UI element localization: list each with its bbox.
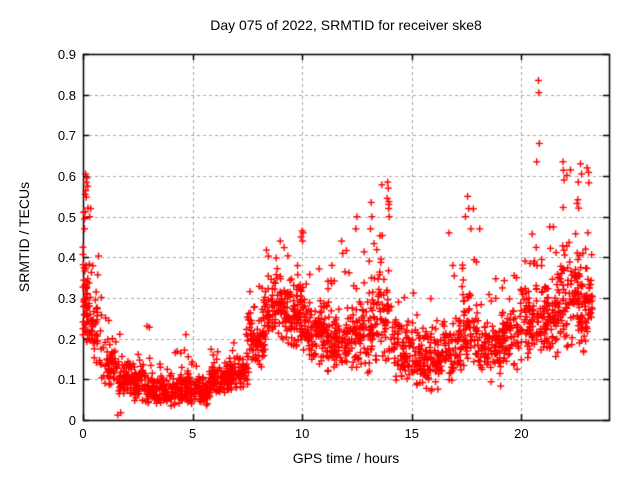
y-tick-label: 0.2 — [57, 331, 76, 347]
y-tick-label: 0.4 — [57, 250, 76, 266]
x-tick-label: 15 — [404, 426, 419, 441]
x-tick-label: 10 — [294, 426, 310, 441]
chart-title: Day 075 of 2022, SRMTID for receiver ske… — [210, 17, 482, 33]
y-tick-label: 0.5 — [57, 209, 76, 225]
y-tick-label: 0 — [68, 413, 76, 428]
y-tick-label: 0.6 — [57, 169, 76, 184]
x-tick-label: 5 — [188, 426, 197, 441]
y-tick-label: 0.3 — [57, 291, 76, 306]
y-tick-label: 0.1 — [57, 372, 76, 388]
x-tick-label: 0 — [79, 426, 87, 441]
x-axis-label: GPS time / hours — [292, 450, 400, 466]
y-tick-label: 0.8 — [57, 87, 76, 103]
x-tick-label: 20 — [514, 426, 529, 441]
y-tick-label: 0.9 — [57, 47, 76, 62]
y-tick-label: 0.7 — [57, 128, 76, 144]
